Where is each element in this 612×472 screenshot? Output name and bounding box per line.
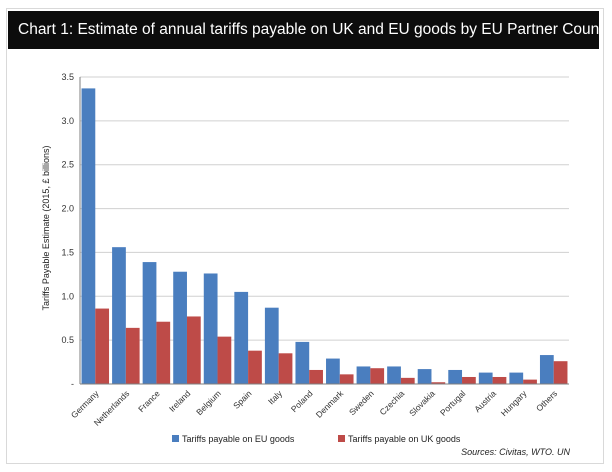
bar-uk-czechia [400, 377, 415, 384]
y-axis-label: Tariffs Payable Estimate (2015, £ billio… [41, 146, 51, 311]
bar-uk-germany [95, 308, 110, 384]
bar-uk-others [553, 361, 568, 384]
bar-eu-sweden [356, 366, 371, 384]
bar-uk-ireland [186, 316, 201, 384]
legend-swatch-eu [172, 435, 179, 442]
chart-frame [6, 8, 604, 464]
x-category-label: Hungary [499, 388, 529, 418]
x-category-label: Belgium [194, 388, 223, 417]
bar-eu-france [142, 262, 157, 384]
bar-eu-portugal [448, 369, 463, 384]
y-tick-label: 2.5 [61, 160, 74, 170]
bar-uk-italy [278, 353, 293, 384]
bar-eu-czechia [387, 366, 401, 384]
bar-uk-slovakia [431, 382, 446, 384]
bar-uk-hungary [523, 379, 537, 384]
bar-uk-portugal [462, 376, 476, 384]
x-category-label: Czechia [378, 388, 407, 417]
y-tick-label: 2.0 [61, 204, 74, 214]
x-category-label: Sweden [347, 388, 376, 417]
bar-uk-sweden [370, 368, 385, 384]
bar-eu-ireland [173, 271, 187, 384]
y-axis-ticks: - 0.5 1.0 1.5 2.0 2.5 3.0 3.5 [61, 72, 74, 389]
x-category-label: France [136, 388, 162, 414]
bar-uk-denmark [339, 374, 354, 384]
y-tick-label: 1.0 [61, 291, 74, 301]
x-category-label: Slovakia [407, 388, 437, 418]
legend-swatch-uk [338, 435, 345, 442]
source-note: Sources: Civitas, WTO. UN [461, 447, 570, 457]
bar-eu-hungary [509, 372, 524, 384]
bar-eu-denmark [326, 358, 340, 384]
legend: Tariffs payable on EU goods Tariffs paya… [172, 434, 461, 444]
y-tick-label: 3.5 [61, 72, 74, 82]
y-tick-label: - [71, 379, 74, 389]
bar-eu-austria [478, 372, 493, 384]
bar-eu-spain [234, 291, 249, 384]
x-category-label: Ireland [167, 388, 193, 414]
x-category-label: Italy [266, 388, 285, 407]
y-tick-label: 1.5 [61, 247, 74, 257]
x-category-label: Others [534, 388, 559, 413]
legend-label-eu: Tariffs payable on EU goods [182, 434, 295, 444]
x-category-label: Austria [472, 388, 498, 414]
bars [81, 88, 568, 384]
axes [79, 77, 569, 385]
bar-uk-poland [309, 369, 323, 384]
x-category-label: Denmark [314, 388, 346, 420]
bar-eu-poland [295, 341, 310, 384]
bar-eu-others [539, 355, 554, 384]
bar-uk-netherlands [125, 327, 140, 384]
x-category-label: Spain [231, 388, 254, 411]
chart-title: Chart 1: Estimate of annual tariffs paya… [8, 11, 599, 49]
bar-eu-belgium [203, 273, 218, 384]
x-category-label: Poland [289, 388, 315, 414]
bar-eu-italy [264, 307, 279, 384]
gridlines [80, 76, 569, 341]
bar-eu-slovakia [417, 369, 432, 384]
bar-uk-austria [492, 376, 507, 384]
bar-uk-belgium [217, 336, 232, 384]
bar-uk-spain [248, 350, 262, 384]
legend-label-uk: Tariffs payable on UK goods [348, 434, 461, 444]
y-tick-label: 0.5 [61, 335, 74, 345]
bar-uk-france [156, 321, 171, 384]
y-tick-label: 3.0 [61, 116, 74, 126]
bar-eu-germany [81, 88, 96, 384]
x-category-label: Portugal [438, 388, 468, 418]
bar-eu-netherlands [112, 247, 126, 384]
